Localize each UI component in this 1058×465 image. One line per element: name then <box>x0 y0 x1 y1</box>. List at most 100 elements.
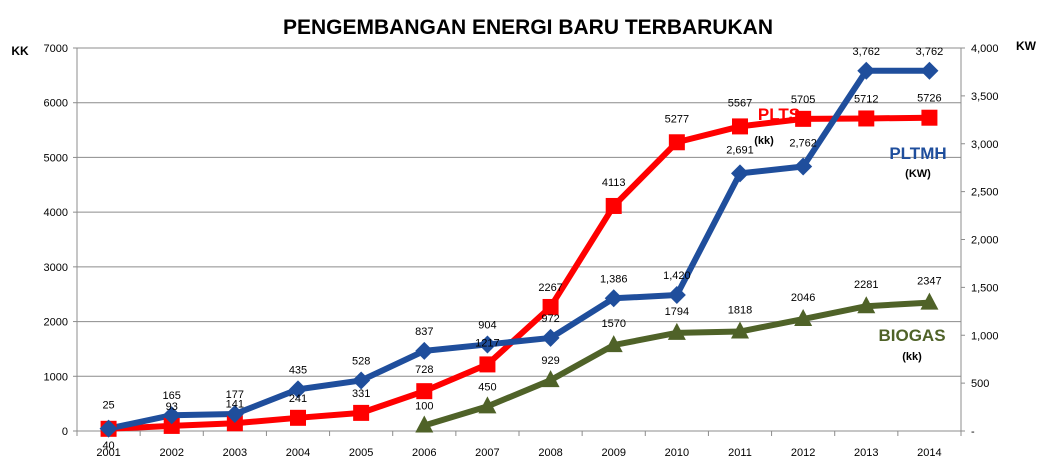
marker-plts <box>732 118 748 135</box>
marker-plts <box>353 404 370 421</box>
left-tick-label: 5000 <box>44 152 68 164</box>
data-label-pltmh: 435 <box>289 364 307 376</box>
right-tick-label: 1,000 <box>971 330 999 342</box>
data-label-pltmh: 528 <box>352 355 370 367</box>
legend-plts-name: PLTS <box>758 105 800 124</box>
data-label-pltmh: 3,762 <box>853 46 881 58</box>
data-label-plts: 4113 <box>602 177 626 189</box>
data-label-plts: 5726 <box>917 93 941 105</box>
data-label-plts: 141 <box>226 398 244 410</box>
right-axis-unit: KW <box>1016 39 1037 53</box>
marker-biogas <box>794 309 813 327</box>
data-label-plts: 5712 <box>854 93 878 105</box>
x-tick-label: 2012 <box>791 447 815 459</box>
data-label-pltmh: 837 <box>415 326 433 338</box>
data-label-plts: 1217 <box>475 337 499 349</box>
marker-plts <box>605 197 622 214</box>
data-label-plts: 728 <box>415 364 433 376</box>
axes <box>73 47 965 436</box>
marker-plts <box>921 109 938 126</box>
x-tick-label: 2009 <box>601 447 625 459</box>
series-line-pltmh <box>107 67 930 432</box>
marker-pltmh <box>162 406 181 425</box>
data-label-biogas: 1570 <box>601 318 625 330</box>
x-tick-label: 2013 <box>854 447 878 459</box>
x-tick-label: 2011 <box>728 447 752 459</box>
right-tick-label: 3,000 <box>971 139 999 151</box>
data-label-pltmh: 3,762 <box>916 46 944 58</box>
right-tick-label: - <box>971 426 975 438</box>
data-label-biogas: 2046 <box>791 292 815 304</box>
data-label-biogas: 1818 <box>728 305 752 317</box>
data-label-pltmh: 25 <box>102 400 114 412</box>
marker-pltmh <box>731 164 749 183</box>
tick-labels: 0 1000 2000 3000 4000 5000 6000 7000 - 500 1,000 1,… <box>44 43 999 459</box>
marker-pltmh <box>541 328 560 347</box>
marker-plts <box>416 383 433 400</box>
marker-pltmh <box>478 335 497 354</box>
x-tick-label: 2006 <box>412 447 436 459</box>
series-line-plts <box>108 114 930 432</box>
marker-plts <box>163 417 180 434</box>
data-label-biogas: 100 <box>415 401 433 413</box>
left-axis-unit: KK <box>11 44 29 58</box>
marker-biogas <box>478 396 497 414</box>
data-label-pltmh: 2,762 <box>789 138 817 150</box>
x-tick-label: 2005 <box>349 447 373 459</box>
marker-plts <box>226 415 243 432</box>
right-tick-label: 2,500 <box>971 187 999 199</box>
marker-pltmh <box>289 380 307 399</box>
marker-biogas <box>667 322 686 340</box>
marker-pltmh <box>415 341 434 360</box>
data-label-biogas: 2281 <box>854 279 878 291</box>
marker-biogas <box>920 292 939 310</box>
data-label-pltmh: 1,386 <box>600 273 628 285</box>
marker-biogas <box>731 321 749 339</box>
right-tick-label: 3,500 <box>971 91 999 103</box>
x-tick-label: 2003 <box>223 447 247 459</box>
x-tick-label: 2014 <box>917 447 941 459</box>
marker-pltmh <box>794 157 813 176</box>
right-tick-label: 1,500 <box>971 282 999 294</box>
data-label-pltmh: 904 <box>478 319 496 331</box>
legend-biogas-unit: (kk) <box>902 351 922 363</box>
x-tick-label: 2007 <box>475 447 499 459</box>
marker-biogas <box>541 370 560 388</box>
legend-pltmh-unit: (KW) <box>905 168 931 180</box>
marker-pltmh <box>920 61 939 80</box>
data-label-biogas: 929 <box>541 355 559 367</box>
marker-pltmh <box>352 371 371 390</box>
series-markers <box>99 61 939 438</box>
data-label-pltmh: 2,691 <box>726 144 754 156</box>
data-label-biogas: 1794 <box>665 306 689 318</box>
left-tick-label: 2000 <box>44 317 68 329</box>
right-tick-label: 500 <box>971 378 989 390</box>
left-tick-label: 4000 <box>44 207 68 219</box>
series-line-biogas <box>423 299 930 429</box>
x-tick-label: 2010 <box>665 447 689 459</box>
left-tick-label: 0 <box>62 426 68 438</box>
left-tick-label: 6000 <box>44 98 68 110</box>
marker-plts <box>479 356 496 373</box>
right-tick-label: 2,000 <box>971 235 999 247</box>
marker-plts <box>290 409 306 426</box>
marker-pltmh <box>225 405 244 424</box>
data-label-pltmh: 1,420 <box>663 270 691 282</box>
data-label-biogas: 2347 <box>917 276 941 288</box>
left-tick-label: 3000 <box>44 262 68 274</box>
left-tick-label: 1000 <box>44 371 68 383</box>
data-label-pltmh: 177 <box>226 389 244 401</box>
data-label-biogas: 450 <box>478 381 496 393</box>
marker-pltmh <box>99 419 118 438</box>
data-label-plts: 2267 <box>538 282 562 294</box>
marker-biogas <box>604 335 623 353</box>
data-label-plts: 93 <box>166 401 178 413</box>
data-label-pltmh: 165 <box>163 390 181 402</box>
marker-pltmh <box>667 286 686 305</box>
gridlines <box>77 47 961 377</box>
data-label-plts: 5705 <box>791 94 815 106</box>
right-tick-label: 4,000 <box>971 43 999 55</box>
marker-plts <box>668 134 685 151</box>
marker-biogas <box>857 296 876 314</box>
